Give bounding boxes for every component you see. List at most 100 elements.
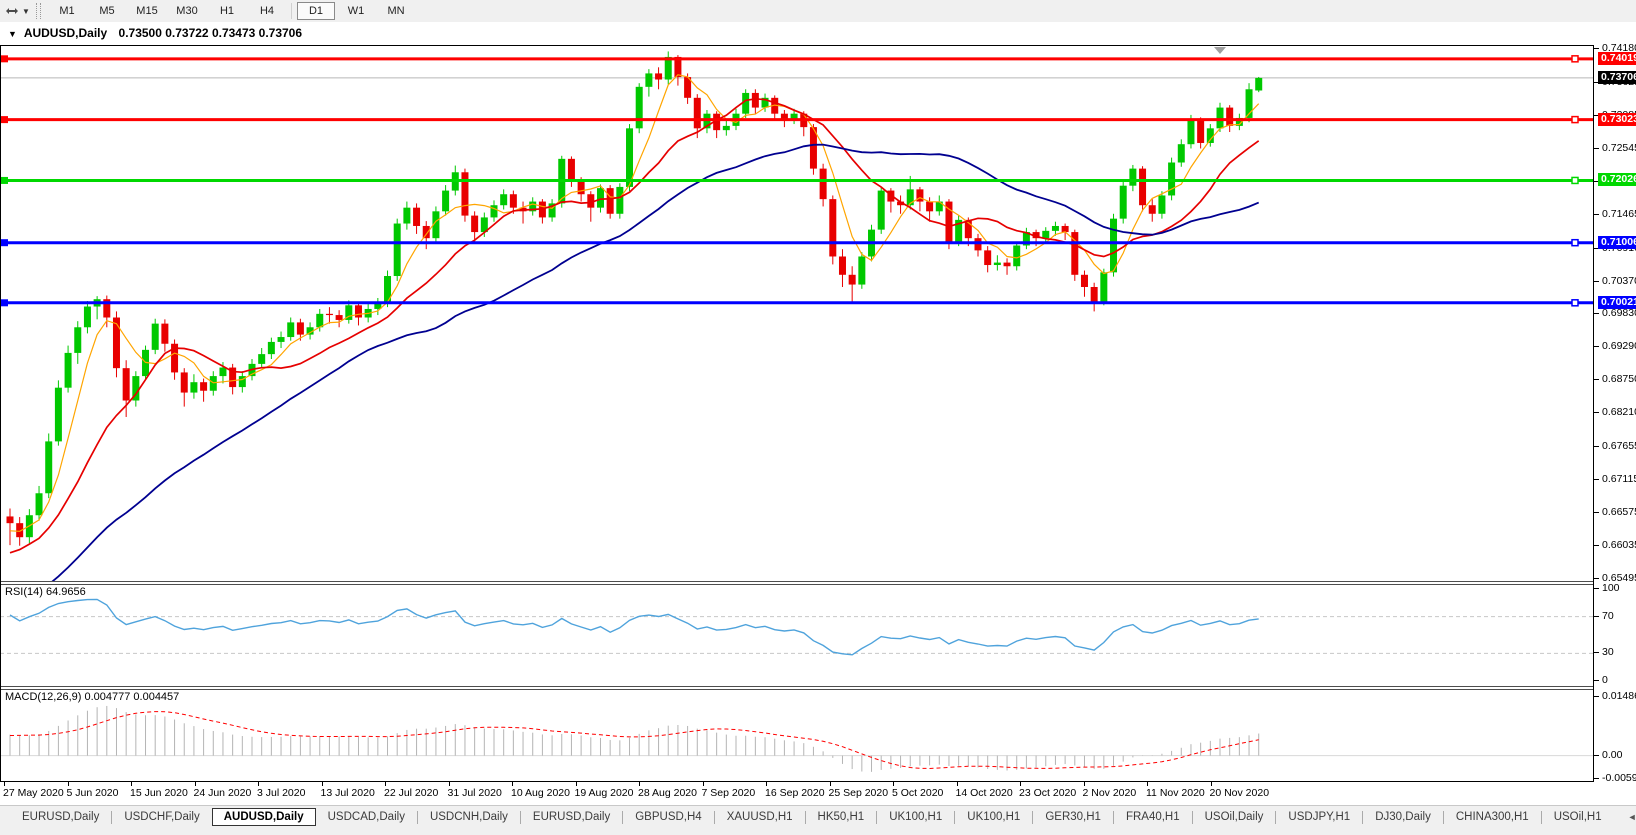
axis-tick-label: 0.71465 (1594, 208, 1636, 221)
timeframe-button-M1[interactable]: M1 (59, 5, 75, 17)
date-axis-label: 28 Aug 2020 (638, 787, 697, 799)
rsi-pane (0, 598, 1594, 656)
date-axis-label: 16 Sep 2020 (765, 787, 825, 799)
date-axis-tick (575, 782, 577, 786)
hline-price-label: 0.73023 (1598, 112, 1636, 126)
chart-tab-GBPUSD-H4[interactable]: GBPUSD,H4 (635, 811, 702, 823)
tab-separator (622, 810, 624, 824)
axis-tick-label: 0.67115 (1594, 473, 1636, 486)
tab-separator (1112, 810, 1114, 824)
date-axis-label: 19 Aug 2020 (574, 787, 634, 799)
date-axis-label: 11 Nov 2020 (1146, 787, 1205, 799)
axis-tick-label: 0.65495 (1594, 572, 1636, 585)
chart-tab-HK50-H1[interactable]: HK50,H1 (817, 811, 865, 823)
timeframe-button-W1[interactable]: W1 (347, 5, 365, 17)
price-axis: 0.741800.736250.730850.725450.720050.714… (1594, 42, 1636, 785)
chart-tab-UK100-H1[interactable]: UK100,H1 (889, 811, 943, 823)
horizontal-line-0.73023[interactable] (0, 115, 1594, 124)
tab-separator (1275, 810, 1277, 824)
timeframe-button-H4[interactable]: H4 (259, 5, 275, 17)
date-axis-tick (194, 782, 196, 786)
tool-dropdown-caret-icon[interactable]: ▼ (22, 6, 30, 16)
tab-scroll-controls: ◄ ► (1628, 812, 1636, 822)
axis-tick-label: 0.67655 (1594, 440, 1636, 453)
axis-tick-label: 70 (1594, 610, 1614, 623)
tab-separator (1442, 810, 1444, 824)
tab-separator (1362, 810, 1364, 824)
chart-tab-EURUSD-Daily[interactable]: EURUSD,Daily (22, 811, 100, 823)
pan-tool-icon[interactable] (3, 2, 21, 20)
date-axis-tick (766, 782, 767, 786)
timeframe-button-MN[interactable]: MN (387, 5, 405, 17)
hline-price-label: 0.72026 (1598, 173, 1636, 187)
tab-separator (954, 810, 956, 824)
date-axis-tick (1083, 782, 1085, 786)
timeframe-button-M15[interactable]: M15 (136, 5, 158, 17)
horizontal-line-0.71006[interactable] (0, 238, 1594, 247)
tab-scroll-left-icon[interactable]: ◄ (1627, 812, 1636, 822)
horizontal-line-0.70021[interactable] (0, 299, 1594, 307)
chart-tab-USOil-H1[interactable]: USOil,H1 (1553, 811, 1602, 823)
axis-tick-label: 0.00 (1594, 749, 1622, 762)
toolbar: ▼ M1 M5 M15 M30 H1 H4 D1 W1 MN (0, 0, 1636, 23)
date-axis-tick (702, 782, 704, 786)
date-axis-tick (1147, 782, 1148, 786)
chart-tab-DJ30-Daily[interactable]: DJ30,Daily (1375, 811, 1431, 823)
chart-tab-bar: EURUSD,Daily USDCHF,Daily AUDUSD,Daily USDC… (0, 805, 1636, 828)
chart-tab-XAUUSD-H1[interactable]: XAUUSD,H1 (726, 811, 793, 823)
date-axis-label: 13 Jul 2020 (320, 787, 375, 799)
date-axis-tick (131, 782, 132, 786)
date-axis-label: 15 Jun 2020 (130, 787, 188, 799)
chart-tab-CHINA300-H1[interactable]: CHINA300,H1 (1455, 811, 1529, 823)
date-axis-label: 3 Jul 2020 (257, 787, 306, 799)
chart-tab-USDCHF-Daily[interactable]: USDCHF,Daily (124, 811, 200, 823)
date-axis-tick (893, 782, 894, 786)
chart-tab-USOil-Daily[interactable]: USOil,Daily (1204, 811, 1264, 823)
chart-tab-UK100-H1[interactable]: UK100,H1 (967, 811, 1021, 823)
date-axis-label: 25 Sep 2020 (828, 787, 889, 799)
date-axis-tick (512, 782, 513, 786)
tab-separator (713, 810, 715, 824)
date-axis-label: 24 Jun 2020 (193, 787, 252, 799)
chart-tab-GER30-H1[interactable]: GER30,H1 (1045, 811, 1101, 823)
axis-tick-label: -0.005938 (1594, 772, 1636, 785)
axis-tick-label: 0.014861 (1594, 690, 1636, 703)
price-chart-plot[interactable] (0, 45, 1594, 782)
tab-separator (111, 810, 113, 824)
date-axis-tick (1210, 782, 1212, 786)
chart-tab-USDCNH-Daily[interactable]: USDCNH,Daily (429, 811, 508, 823)
chart-tab-FRA40-H1[interactable]: FRA40,H1 (1125, 811, 1180, 823)
bid-price-label: 0.73706 (1598, 70, 1636, 84)
date-axis-label: 31 Jul 2020 (447, 787, 502, 799)
collapse-indicator-icon[interactable]: ▼ (8, 29, 17, 39)
axis-tick-label: 0 (1594, 674, 1608, 687)
date-axis-label: 14 Oct 2020 (955, 787, 1013, 799)
date-axis-label: 23 Oct 2020 (1019, 787, 1077, 799)
chart-tab-AUDUSD-Daily[interactable]: AUDUSD,Daily (211, 808, 316, 826)
date-axis-tick (829, 782, 831, 786)
axis-tick-label: 0.66575 (1594, 506, 1636, 519)
tab-separator (519, 810, 521, 824)
macd-pane (0, 705, 1594, 772)
horizontal-line-0.74019[interactable] (0, 55, 1594, 63)
date-axis-tick (639, 782, 640, 786)
main-price-pane[interactable] (0, 51, 1594, 605)
toolbar-separator (291, 3, 292, 19)
date-axis-label: 5 Jun 2020 (66, 787, 119, 799)
hline-price-label: 0.70021 (1598, 295, 1636, 309)
timeframe-button-M5[interactable]: M5 (99, 5, 115, 17)
timeframe-button-H1[interactable]: H1 (219, 5, 235, 17)
date-axis-tick (321, 782, 323, 786)
timeframe-button-M30[interactable]: M30 (176, 5, 198, 17)
date-axis-label: 7 Sep 2020 (701, 787, 756, 799)
date-axis-tick (448, 782, 450, 786)
chart-tab-EURUSD-Daily[interactable]: EURUSD,Daily (532, 811, 611, 823)
horizontal-line-0.72026[interactable] (0, 176, 1594, 185)
date-axis-tick (4, 782, 5, 786)
rsi-indicator-label: RSI(14) 64.9656 (5, 586, 86, 598)
chart-tab-USDJPY-H1[interactable]: USDJPY,H1 (1288, 811, 1351, 823)
toolbar-grip[interactable] (36, 3, 41, 19)
chart-tab-USDCAD-Daily[interactable]: USDCAD,Daily (327, 811, 405, 823)
timeframe-button-D1[interactable]: D1 (297, 2, 335, 20)
